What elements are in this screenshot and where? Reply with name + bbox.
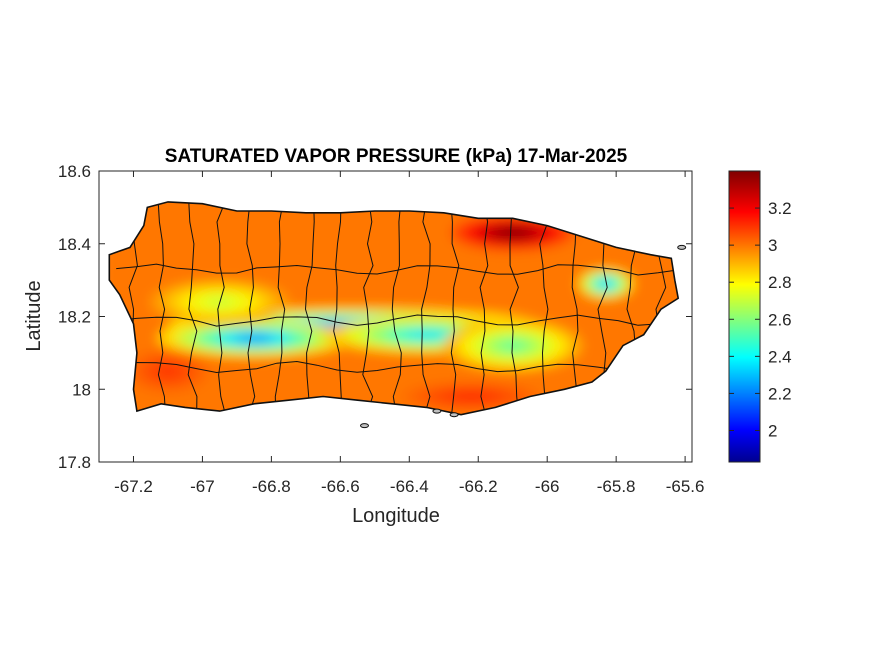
x-axis-ticks: -67.2 -67 -66.8 -66.6 -66.4 -66.2 -66 -65.8 -65.… — [114, 171, 704, 496]
y-axis-ticks: 18.6 18.4 18.2 18 17.8 — [58, 162, 692, 472]
x-tick-label: -67 — [190, 477, 215, 496]
municipality-boundary — [538, 201, 549, 415]
municipality-boundary — [216, 201, 227, 415]
colorbar: 2 2.2 2.4 2.6 2.8 3 3.2 — [728, 170, 792, 463]
colorbar-tick-label: 3.2 — [768, 199, 792, 218]
field-contour — [405, 331, 448, 339]
colorbar-tick-label: 2.2 — [768, 384, 792, 403]
x-tick-label: -67.2 — [114, 477, 153, 496]
field-contour — [234, 334, 274, 342]
x-tick-label: -65.8 — [597, 477, 636, 496]
municipality-boundary — [246, 201, 256, 415]
colorbar-tick-label: 2.6 — [768, 310, 792, 329]
y-axis-label: Latitude — [23, 280, 45, 351]
municipality-boundary — [450, 201, 460, 415]
x-tick-label: -66.4 — [390, 477, 429, 496]
islet — [677, 244, 687, 250]
colorbar-tick-label: 2.8 — [768, 273, 792, 292]
municipality-boundary — [157, 201, 167, 415]
municipality-boundary — [187, 201, 198, 415]
field-contour — [457, 393, 486, 400]
municipality-boundary — [333, 201, 343, 415]
islets — [360, 244, 687, 429]
x-tick-label: -66 — [535, 477, 560, 496]
islet — [449, 412, 459, 418]
municipality-boundary — [479, 201, 489, 415]
y-tick-label: 18.2 — [58, 308, 91, 327]
field-contour — [500, 229, 526, 237]
y-tick-label: 17.8 — [58, 453, 91, 472]
field-contour — [600, 280, 612, 287]
municipality-boundary — [362, 201, 374, 415]
x-tick-label: -66.2 — [459, 477, 498, 496]
municipality-boundary — [304, 201, 315, 415]
municipality-boundary — [116, 263, 679, 276]
x-tick-label: -66.6 — [321, 477, 360, 496]
municipality-boundary — [116, 360, 679, 374]
municipality-boundary — [391, 201, 402, 415]
colorbar-gradient — [728, 170, 761, 463]
municipality-boundary — [509, 201, 520, 415]
x-tick-label: -65.6 — [666, 477, 705, 496]
island-outline — [108, 201, 680, 416]
municipality-boundary — [116, 314, 679, 327]
x-tick-label: -66.8 — [252, 477, 291, 496]
field-contour — [159, 366, 177, 376]
colorbar-tick-label: 2.4 — [768, 347, 792, 366]
colorbar-ticks: 2 2.2 2.4 2.6 2.8 3 3.2 — [729, 199, 792, 440]
y-tick-label: 18.6 — [58, 162, 91, 181]
municipality-boundary — [274, 201, 286, 415]
municipality-boundary — [571, 201, 579, 415]
colorbar-tick-label: 2 — [768, 421, 777, 440]
y-tick-label: 18.4 — [58, 235, 91, 254]
x-axis-label: Longitude — [352, 505, 440, 527]
vapor-pressure-field — [109, 201, 679, 415]
y-tick-label: 18 — [72, 380, 91, 399]
municipality-boundary — [421, 201, 431, 415]
chart-title: SATURATED VAPOR PRESSURE (kPa) 17-Mar-20… — [165, 146, 628, 167]
islet — [432, 408, 442, 414]
islet — [360, 423, 369, 429]
colorbar-tick-label: 3 — [768, 236, 777, 255]
